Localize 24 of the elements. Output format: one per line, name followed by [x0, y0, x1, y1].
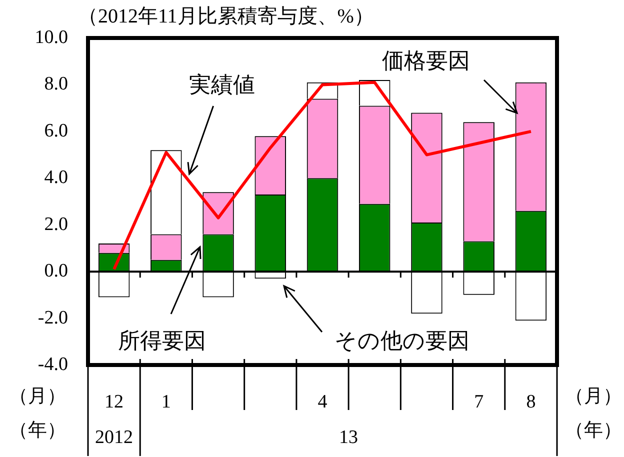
series-label: 価格要因: [382, 48, 470, 73]
y-tick-label: 2.0: [44, 214, 68, 235]
x-tick-label: 8: [526, 391, 536, 412]
y-tick-label: 6.0: [44, 120, 68, 142]
chart-title: （2012年11月比累積寄与度、%）: [78, 4, 374, 28]
text: 実績値: [189, 72, 255, 97]
text: 2012: [95, 426, 134, 448]
y-tick-label: 8.0: [44, 74, 68, 95]
series-label: その他の要因: [334, 328, 470, 353]
x-tick-label: 4: [318, 391, 328, 412]
y-tick-label: -4.0: [38, 354, 68, 375]
y-tick-label: 0.0: [44, 260, 68, 282]
text: （月）: [9, 386, 66, 407]
text: 所得要因: [118, 328, 206, 353]
x-tick-label: 1: [161, 391, 171, 412]
text: （年）: [565, 420, 622, 441]
x-tick-label: 12: [104, 391, 124, 412]
y-tick-label: 10.0: [34, 26, 68, 48]
text: （年）: [9, 420, 66, 441]
y-tick-label: -2.0: [38, 307, 68, 328]
x-tick-label: 7: [474, 391, 484, 412]
text: 13: [339, 426, 358, 448]
text: （月）: [565, 386, 622, 407]
y-tick-label: 4.0: [44, 167, 68, 188]
